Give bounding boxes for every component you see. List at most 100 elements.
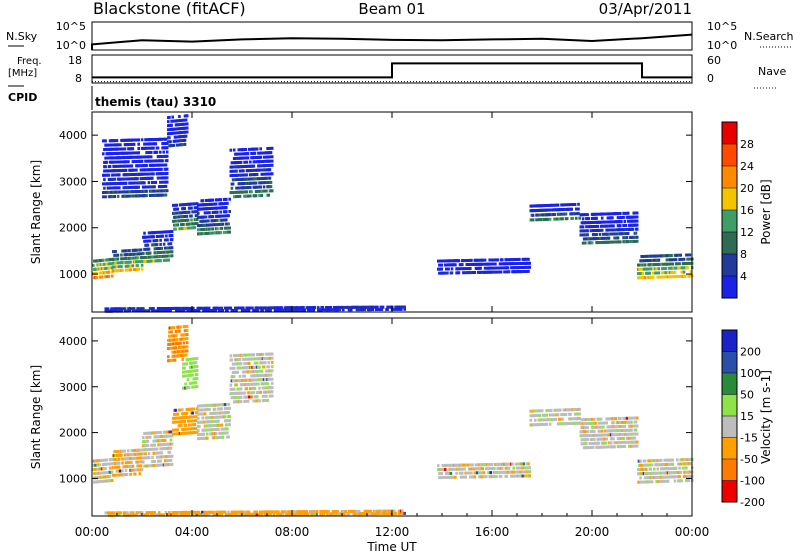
echo-cell: [620, 216, 623, 219]
echo-cell: [128, 181, 131, 185]
echo-cell: [135, 168, 138, 172]
echo-cell: [167, 355, 170, 359]
echo-cell: [162, 307, 166, 310]
echo-cell: [154, 180, 158, 184]
echo-cell: [174, 412, 177, 416]
echo-cell: [270, 365, 274, 369]
echo-cell: [267, 361, 270, 365]
echo-cell: [237, 306, 241, 310]
echo-cell: [205, 306, 209, 310]
echo-cell: [225, 197, 228, 201]
echo-cell: [516, 466, 520, 470]
echo-cell: [159, 242, 162, 246]
echo-cell: [657, 271, 661, 275]
echo-cell: [667, 262, 671, 266]
echo-cell: [181, 408, 184, 412]
echo-cell: [305, 510, 309, 514]
echo-cell: [228, 210, 231, 213]
echo-cell: [625, 236, 629, 240]
echo-cell: [157, 463, 160, 467]
echo-cell: [131, 264, 135, 268]
echo-cell: [107, 270, 111, 274]
echo-cell: [109, 462, 113, 466]
echo-cell: [465, 267, 469, 271]
echo-cell: [544, 204, 547, 207]
echo-cell: [654, 271, 657, 275]
x-tick-label: 12:00: [375, 525, 410, 539]
echo-cell: [191, 427, 194, 431]
echo-cell: [542, 423, 545, 426]
echo-cell: [122, 473, 125, 477]
echo-cell: [674, 471, 678, 474]
echo-cell: [131, 138, 135, 142]
echo-cell: [136, 460, 139, 464]
echo-cell: [197, 228, 200, 232]
echo-cell: [219, 210, 222, 214]
echo-cell: [142, 452, 145, 456]
echo-cell: [252, 378, 256, 382]
echo-cell: [186, 358, 190, 362]
echo-cell: [664, 271, 668, 275]
echo-cell: [590, 241, 594, 245]
echo-cell: [635, 424, 639, 428]
echo-cell: [182, 345, 186, 349]
echo-cell: [623, 440, 627, 444]
echo-cell: [105, 190, 108, 194]
echo-cell: [403, 511, 406, 515]
echo-cell: [499, 270, 503, 274]
echo-cell: [337, 305, 341, 309]
echo-cell: [620, 433, 623, 436]
echo-cell: [400, 307, 403, 311]
echo-cell: [98, 275, 102, 279]
echo-cell: [207, 513, 211, 517]
echo-cell: [239, 391, 243, 395]
echo-cell: [153, 511, 156, 515]
echo-cell: [242, 169, 245, 173]
echo-cell: [269, 151, 273, 155]
echo-cell: [367, 512, 370, 516]
echo-cell: [151, 181, 154, 184]
echo-cell: [216, 223, 219, 227]
echo-cell: [624, 232, 628, 236]
echo-cell: [522, 462, 526, 466]
echo-cell: [216, 415, 219, 419]
echo-cell: [626, 219, 630, 223]
echo-cell: [685, 479, 688, 483]
echo-cell: [674, 258, 678, 262]
echo-cell: [557, 212, 561, 216]
echo-cell: [236, 173, 239, 177]
echo-cell: [511, 462, 514, 466]
echo-cell: [238, 152, 242, 156]
echo-cell: [132, 168, 136, 172]
echo-cell: [489, 258, 493, 262]
echo-cell: [469, 467, 472, 471]
echo-cell: [238, 374, 242, 378]
echo-cell: [269, 185, 273, 189]
echo-cell: [103, 458, 106, 462]
echo-cell: [129, 307, 133, 311]
echo-cell: [94, 463, 97, 467]
echo-cell: [513, 266, 517, 270]
echo-cell: [270, 189, 274, 193]
echo-cell: [311, 512, 314, 516]
echo-cell: [245, 512, 248, 516]
echo-cell: [254, 190, 258, 193]
echo-cell: [198, 424, 201, 428]
echo-cell: [651, 267, 655, 271]
echo-cell: [186, 226, 190, 230]
echo-cell: [553, 213, 556, 216]
echo-cell: [335, 512, 338, 516]
echo-cell: [120, 181, 123, 185]
echo-cell: [635, 444, 639, 448]
echo-cell: [230, 161, 234, 165]
echo-cell: [185, 324, 189, 328]
echo-cell: [459, 267, 463, 271]
echo-cell: [127, 461, 130, 465]
echo-cell: [219, 309, 222, 312]
echo-cell: [604, 212, 607, 216]
echo-cell: [650, 463, 654, 467]
echo-cell: [497, 470, 501, 474]
echo-cell: [137, 142, 140, 146]
echo-cell: [296, 306, 300, 310]
echo-cell: [152, 235, 155, 239]
